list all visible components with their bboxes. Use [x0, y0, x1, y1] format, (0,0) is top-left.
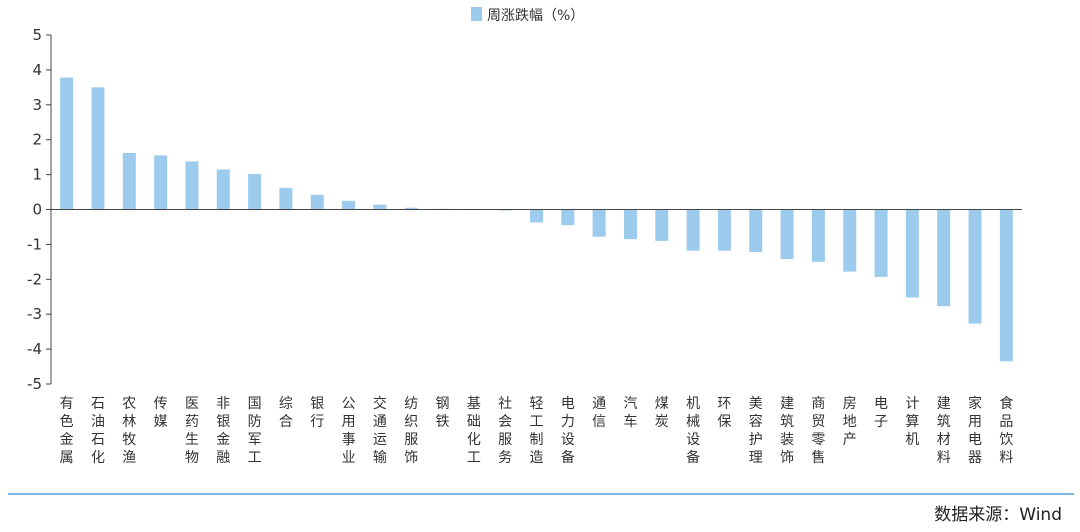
bar: [310, 194, 324, 210]
bar: [498, 209, 512, 211]
category-label: 美容护理: [749, 396, 763, 466]
bar: [154, 155, 168, 210]
bar: [373, 204, 387, 210]
category-label: 建筑材料: [937, 396, 951, 466]
legend-swatch: [471, 7, 482, 21]
source-note: 数据来源：Wind: [934, 505, 1062, 525]
bar: [122, 152, 136, 210]
bar: [655, 209, 669, 241]
bar: [279, 187, 293, 210]
y-tick-label: -1: [27, 235, 42, 253]
category-label: 商贸零售: [811, 396, 825, 466]
category-label: 轻工制造: [530, 396, 544, 466]
category-label: 机械设备: [686, 396, 700, 466]
category-label: 通信: [592, 396, 606, 430]
category-label: 食品饮料: [999, 395, 1013, 466]
category-label: 基础化工: [467, 395, 481, 466]
category-label: 国防军工: [248, 396, 262, 466]
category-label: 综合: [279, 396, 293, 430]
category-label: 建筑装饰: [780, 396, 794, 466]
category-label: 家用电器: [968, 395, 982, 466]
y-tick-label: -4: [27, 340, 42, 358]
category-label: 电力设备: [561, 396, 575, 466]
bar: [843, 209, 857, 272]
category-label: 环保: [717, 396, 731, 430]
bar: [686, 209, 700, 251]
bar: [999, 209, 1013, 362]
y-tick-label: -3: [27, 305, 42, 323]
y-tick-label: -2: [27, 270, 42, 288]
y-tick-label: -5: [27, 375, 42, 393]
bottom-divider: [8, 493, 1074, 495]
bar: [717, 209, 731, 251]
y-tick-label: 4: [32, 61, 42, 79]
category-label: 钢铁: [436, 396, 450, 430]
bars: [60, 77, 1013, 362]
bar: [60, 77, 74, 210]
bar-chart: 周涨跌幅（%） 5 4 3 2 1 0 -1 -2 -3 -4 -5 有色金属 石油石化 农林牧渔 传媒医…: [27, 7, 1022, 466]
bar: [91, 87, 105, 210]
y-tick-label: 1: [32, 166, 42, 184]
y-tick-label: 2: [32, 131, 42, 149]
legend: 周涨跌幅（%）: [471, 7, 584, 24]
bar: [811, 209, 825, 262]
y-axis-ticks: 5 4 3 2 1 0 -1 -2 -3 -4 -5: [27, 26, 51, 393]
bar: [404, 207, 418, 210]
category-label: 石油石化: [91, 396, 105, 466]
bar: [342, 200, 356, 210]
bar: [592, 209, 606, 237]
category-label: 汽车: [623, 396, 637, 430]
bar: [216, 169, 230, 210]
bar: [905, 209, 919, 298]
category-label: 银行: [310, 396, 324, 430]
category-label: 电子: [874, 396, 888, 430]
category-label: 煤炭: [655, 396, 669, 430]
bar: [874, 209, 888, 277]
category-label: 医药生物: [185, 396, 199, 466]
category-label: 社会服务: [498, 396, 512, 466]
category-label: 交通运输: [373, 395, 387, 466]
bar: [623, 209, 637, 240]
category-label: 有色金属: [60, 396, 74, 466]
bar: [530, 209, 543, 223]
category-label: 农林牧渔: [122, 396, 136, 466]
y-tick-label: 5: [32, 26, 42, 44]
y-tick-label: 3: [32, 96, 42, 114]
bar: [248, 173, 262, 210]
bar: [561, 209, 575, 226]
bar: [749, 209, 763, 253]
category-label: 非银金融: [216, 396, 230, 466]
category-label: 房地产: [843, 396, 857, 448]
bar: [937, 209, 951, 307]
y-tick-label: 0: [32, 201, 42, 219]
bar: [968, 209, 982, 324]
category-label: 公用事业: [342, 396, 356, 466]
bar: [780, 209, 794, 260]
legend-label: 周涨跌幅（%）: [487, 8, 584, 24]
category-label: 纺织服饰: [404, 396, 418, 466]
category-label: 传媒: [154, 396, 168, 430]
bar: [185, 161, 199, 210]
category-label: 计算机: [905, 396, 919, 448]
